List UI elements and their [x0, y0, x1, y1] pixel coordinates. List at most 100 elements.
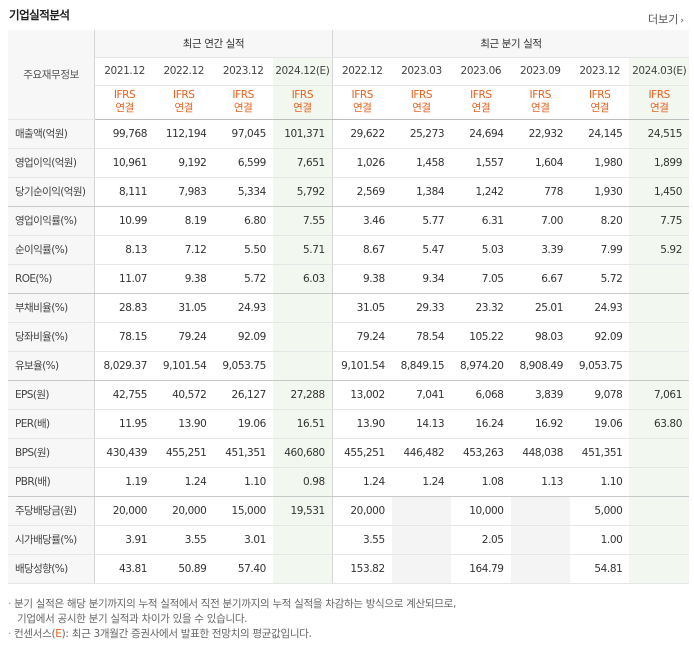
table-cell: 1.00 — [570, 525, 630, 555]
table-cell: 1,026 — [332, 148, 392, 178]
table-cell: 3,839 — [510, 380, 570, 410]
table-cell: 16.24 — [451, 409, 511, 439]
period-header-8: 2023.12 — [570, 57, 630, 86]
table-cell: 24.93 — [213, 293, 273, 323]
row-label: 매출액(억원) — [8, 119, 96, 149]
table-cell: 453,263 — [451, 438, 511, 468]
table-cell: 3.91 — [94, 525, 155, 555]
table-cell: 5,792 — [272, 177, 333, 207]
table-cell: 6,068 — [451, 380, 511, 410]
table-cell: 451,351 — [213, 438, 273, 468]
basis-consolidated: 연결 — [293, 102, 312, 114]
table-cell: 24,515 — [629, 119, 689, 149]
table-cell: 5,334 — [213, 177, 273, 207]
period-header-2: 2023.12 — [213, 57, 273, 86]
table-cell: 25.01 — [510, 293, 570, 323]
footnote-2-suffix: ): 최근 3개월간 증권사에서 발표한 전망치의 평균값입니다. — [61, 628, 312, 640]
table-row: PBR(배) 1.19 1.24 1.10 0.98 1.24 1.24 1.08 1.13 1.… — [8, 467, 689, 497]
table-cell: 1.19 — [94, 467, 155, 497]
table-cell — [629, 351, 689, 381]
basis-ifrs: IFRS — [173, 89, 195, 101]
table-cell: 8.19 — [154, 206, 214, 236]
footnote-1: · 분기 실적은 해당 분기까지의 누적 실적에서 직전 분기까지의 누적 실적을… — [8, 598, 457, 610]
period-header-4: 2022.12 — [332, 57, 392, 86]
table-cell — [629, 525, 689, 555]
table-cell: 2,569 — [332, 177, 392, 207]
table-cell: 5.71 — [272, 235, 333, 265]
table-cell: 1.10 — [570, 467, 630, 497]
table-row: 영업이익(억원) 10,961 9,192 6,599 7,651 1,026 1,458 1… — [8, 148, 689, 178]
table-cell: 5.50 — [213, 235, 273, 265]
table-cell: 455,251 — [332, 438, 392, 468]
table-cell: 10.99 — [94, 206, 155, 236]
table-cell: 8,029.37 — [94, 351, 155, 381]
basis-ifrs: IFRS — [648, 89, 670, 101]
table-row: PER(배) 11.95 13.90 19.06 16.51 13.90 14.13 16.2… — [8, 409, 689, 439]
table-cell: 98.03 — [510, 322, 570, 352]
table-cell: 25,273 — [391, 119, 452, 149]
table-cell: 7,983 — [154, 177, 214, 207]
table-cell — [629, 322, 689, 352]
table-cell: 7.75 — [629, 206, 689, 236]
table-cell: 92.09 — [570, 322, 630, 352]
table-cell: 5.47 — [391, 235, 452, 265]
table-cell: 3.55 — [332, 525, 392, 555]
table-row: 당기순이익(억원) 8,111 7,983 5,334 5,792 2,569 1,384 1… — [8, 177, 689, 207]
table-cell: 778 — [510, 177, 570, 207]
table-cell: 1,458 — [391, 148, 452, 178]
table-row: BPS(원) 430,439 455,251 451,351 460,680 455,25… — [8, 438, 689, 468]
more-label[interactable]: 더보기 — [648, 13, 679, 26]
basis-header-2: IFRS 연결 — [213, 85, 273, 120]
table-cell: 9.38 — [332, 264, 392, 294]
basis-header-9: IFRS 연결 — [629, 85, 689, 120]
basis-consolidated: 연결 — [590, 102, 609, 114]
table-cell: 8.67 — [332, 235, 392, 265]
table-cell: 8.13 — [94, 235, 155, 265]
basis-ifrs: IFRS — [291, 89, 314, 101]
table-cell: 42,755 — [94, 380, 155, 410]
row-label: BPS(원) — [8, 438, 96, 468]
row-label: 시가배당률(%) — [8, 525, 96, 555]
section-title: 기업실적분석 — [9, 8, 70, 22]
table-cell: 22,932 — [510, 119, 570, 149]
table-cell — [272, 351, 333, 381]
basis-row: IFRS 연결 IFRS 연결 IFRS 연결 IFRS 연결 IFRS 연결 IFRS 연결 IFRS… — [8, 85, 689, 120]
table-cell: 430,439 — [94, 438, 155, 468]
table-cell: 3.39 — [510, 235, 570, 265]
table-cell: 6.67 — [510, 264, 570, 294]
table-cell — [629, 264, 689, 294]
table-cell: 1.10 — [213, 467, 273, 497]
table-cell: 5,000 — [570, 496, 630, 526]
table-cell — [510, 496, 570, 526]
table-cell: 9,053.75 — [570, 351, 630, 381]
table-row: 당좌비율(%) 78.15 79.24 92.09 79.24 78.54 105.22 98… — [8, 322, 689, 352]
table-cell: 14.13 — [391, 409, 452, 439]
row-label: 영업이익률(%) — [8, 206, 96, 236]
row-label: 유보율(%) — [8, 351, 96, 381]
table-cell: 1,384 — [391, 177, 452, 207]
table-cell: 9.34 — [391, 264, 452, 294]
table-cell: 78.15 — [94, 322, 155, 352]
row-label: 당기순이익(억원) — [8, 177, 96, 207]
table-cell: 20,000 — [154, 496, 214, 526]
table-cell: 20,000 — [94, 496, 155, 526]
table-cell: 9,101.54 — [332, 351, 392, 381]
table-cell: 5.77 — [391, 206, 452, 236]
table-cell — [391, 496, 452, 526]
table-row: 배당성향(%) 43.81 50.89 57.40 153.82 164.79 54.81 — [8, 554, 689, 584]
table-cell: 9,053.75 — [213, 351, 273, 381]
table-cell: 6.31 — [451, 206, 511, 236]
table-cell: 446,482 — [391, 438, 452, 468]
table-cell: 19.06 — [213, 409, 273, 439]
period-header-6: 2023.06 — [451, 57, 511, 86]
basis-ifrs: IFRS — [232, 89, 254, 101]
table-cell: 7,041 — [391, 380, 452, 410]
table-cell — [391, 525, 452, 555]
table-header: 주요재무정보 최근 연간 실적 최근 분기 실적 2021.12 2022.12 2… — [8, 30, 689, 120]
table-cell: 7.00 — [510, 206, 570, 236]
table-cell — [272, 293, 333, 323]
more-link[interactable]: 더보기 › — [648, 11, 684, 27]
table-cell — [629, 438, 689, 468]
table-cell — [629, 467, 689, 497]
table-cell: 24,694 — [451, 119, 511, 149]
